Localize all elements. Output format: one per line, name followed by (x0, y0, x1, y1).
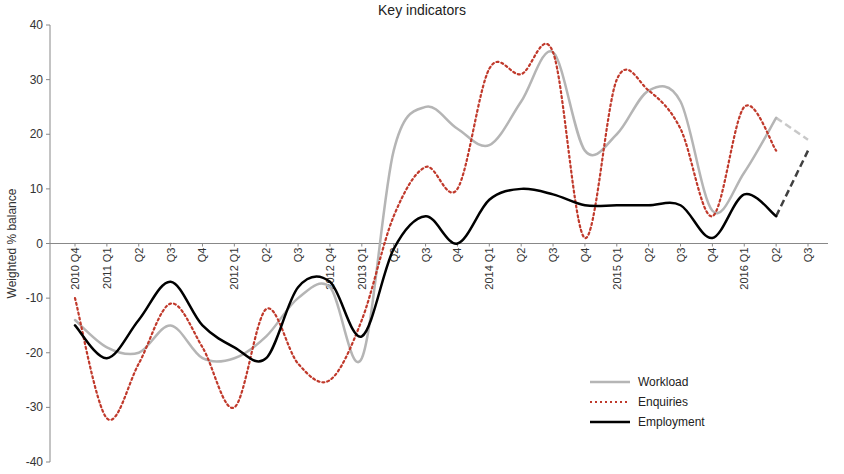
y-tick (46, 462, 50, 463)
y-tick-label: 30 (30, 73, 44, 87)
x-tick-label: Q2 (260, 248, 272, 263)
x-tick-label: 2015 Q1 (611, 248, 623, 290)
y-tick-label: -40 (26, 455, 44, 469)
x-tick (106, 244, 107, 247)
legend-label: Enquiries (638, 395, 688, 409)
x-tick (266, 244, 267, 247)
x-tick-label: 2012 Q1 (228, 248, 240, 290)
x-tick (744, 244, 745, 247)
x-tick-label: Q3 (420, 248, 432, 263)
x-tick (808, 244, 809, 247)
legend-label: Employment (638, 415, 705, 429)
legend-label: Workload (638, 375, 688, 389)
x-tick (521, 244, 522, 247)
x-tick (776, 244, 777, 247)
forecast-line (776, 151, 808, 217)
y-tick-label: 40 (30, 18, 44, 32)
y-tick (46, 188, 50, 189)
x-tick-label: Q2 (770, 248, 782, 263)
y-tick (46, 79, 50, 80)
x-tick (425, 244, 426, 247)
series-line (75, 44, 776, 420)
x-tick (712, 244, 713, 247)
legend-swatch (590, 401, 630, 403)
legend-swatch (590, 421, 630, 424)
y-tick (46, 243, 50, 244)
x-tick-label: 2014 Q1 (483, 248, 495, 290)
x-axis-line (50, 243, 828, 244)
x-tick-label: Q3 (547, 248, 559, 263)
x-tick (584, 244, 585, 247)
x-tick (553, 244, 554, 247)
x-tick (489, 244, 490, 247)
x-tick (234, 244, 235, 247)
y-axis-label: Weighted % balance (5, 188, 19, 298)
x-tick-label: 2011 Q1 (101, 248, 113, 289)
x-tick (329, 244, 330, 247)
y-tick-label: -20 (26, 346, 44, 360)
x-tick (361, 244, 362, 247)
series-line (75, 189, 776, 362)
x-tick-label: Q2 (643, 248, 655, 263)
x-tick (680, 244, 681, 247)
y-tick-label: 20 (30, 127, 44, 141)
x-tick-label: Q3 (802, 248, 814, 263)
x-tick-label: 2010 Q4 (69, 248, 81, 290)
y-tick-label: -30 (26, 400, 44, 414)
y-tick-label: 0 (36, 237, 43, 251)
x-tick (298, 244, 299, 247)
series-line (75, 51, 776, 362)
x-tick (170, 244, 171, 247)
legend-swatch (590, 381, 630, 384)
forecast-line (776, 118, 808, 140)
x-tick (138, 244, 139, 247)
x-tick-label: Q4 (451, 248, 463, 263)
y-tick (46, 134, 50, 135)
x-tick (648, 244, 649, 247)
title: Key indicators (378, 2, 466, 18)
x-tick-label: Q3 (675, 248, 687, 263)
x-tick-label: Q2 (515, 248, 527, 263)
x-tick-label: Q4 (579, 248, 591, 263)
x-tick-label: Q3 (292, 248, 304, 263)
x-tick (616, 244, 617, 247)
y-tick (46, 352, 50, 353)
plot-area (75, 44, 808, 420)
chart: Key indicators Weighted % balance -40 -30 -2… (0, 0, 844, 474)
legend: Workload Enquiries Employment (590, 375, 705, 429)
y-tick (46, 25, 50, 26)
y-tick (46, 298, 50, 299)
x-tick (75, 244, 76, 247)
y-tick-label: -10 (26, 291, 44, 305)
x-tick-label: 2013 Q1 (356, 248, 368, 290)
y-tick (46, 407, 50, 408)
x-tick-label: Q3 (165, 248, 177, 263)
x-tick-label: Q4 (706, 248, 718, 263)
y-tick-label: 10 (30, 182, 44, 196)
x-tick-label: 2016 Q1 (738, 248, 750, 290)
x-tick (202, 244, 203, 247)
x-tick-label: Q4 (196, 248, 208, 263)
x-tick-label: Q2 (133, 248, 145, 263)
